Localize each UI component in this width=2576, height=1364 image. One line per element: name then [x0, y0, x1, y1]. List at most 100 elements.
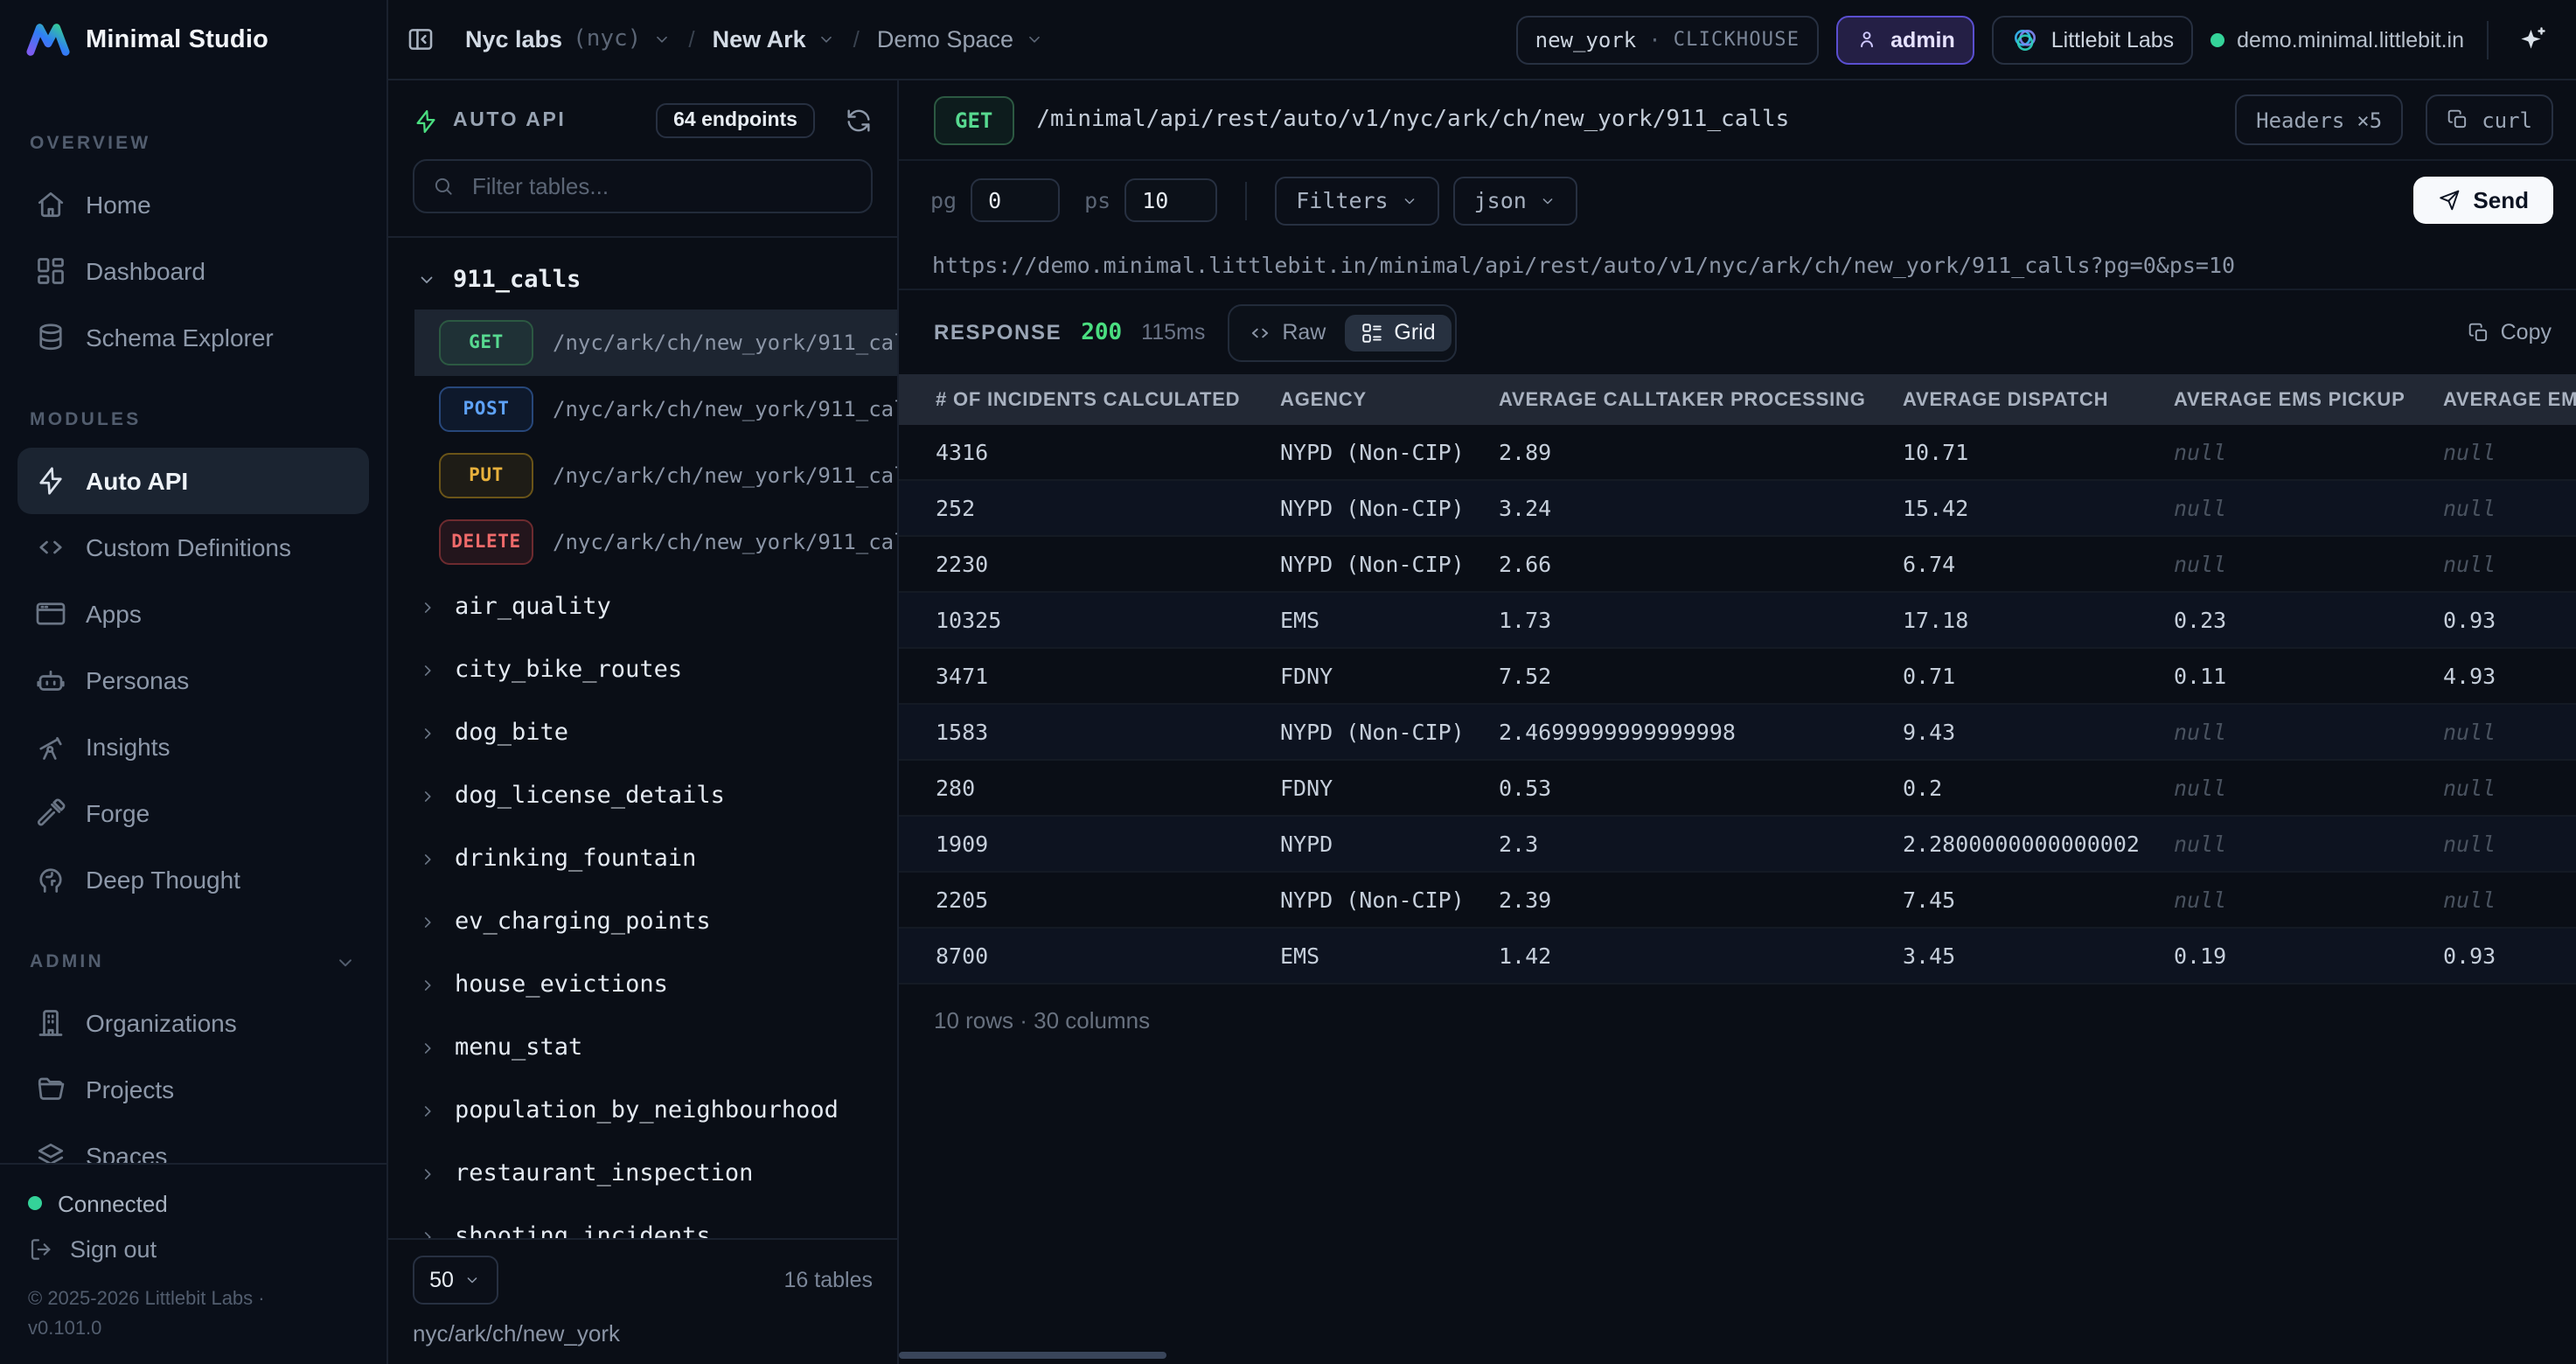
sidebar-item-schema-explorer[interactable]: Schema Explorer	[17, 304, 369, 371]
table-item-restaurant_inspection[interactable]: restaurant_inspection	[388, 1142, 897, 1205]
table-item-dog_bite[interactable]: dog_bite	[388, 701, 897, 764]
sidebar-item-projects[interactable]: Projects	[17, 1056, 369, 1123]
table-item-city_bike_routes[interactable]: city_bike_routes	[388, 638, 897, 701]
format-dropdown[interactable]: json	[1453, 176, 1577, 225]
table-item-drinking_fountain[interactable]: drinking_fountain	[388, 827, 897, 890]
table-item-menu_stat[interactable]: menu_stat	[388, 1016, 897, 1079]
table-item-air_quality[interactable]: air_quality	[388, 575, 897, 638]
sidebar-item-deep-thought[interactable]: Deep Thought	[17, 846, 369, 913]
building-icon	[35, 1007, 66, 1039]
raw-view-tab[interactable]: Raw	[1233, 314, 1341, 351]
table-row: 3471FDNY7.520.710.114.93	[899, 649, 2576, 705]
sidebar-item-forge[interactable]: Forge	[17, 780, 369, 846]
filter-tables-input[interactable]	[469, 171, 853, 201]
home-icon	[35, 189, 66, 220]
breadcrumb-workspace[interactable]: New Ark	[713, 26, 836, 52]
table-cell: 2.39	[1499, 887, 1903, 913]
table-cell: null	[2443, 719, 2576, 745]
table-cell: 4316	[936, 439, 1280, 465]
table-cell: 2.66	[1499, 551, 1903, 577]
sidebar-item-dashboard[interactable]: Dashboard	[17, 238, 369, 304]
topbar-divider	[2487, 20, 2489, 59]
sidebar-item-personas[interactable]: Personas	[17, 647, 369, 713]
page-size-select[interactable]: 50	[413, 1256, 498, 1305]
sidebar-item-custom-definitions[interactable]: Custom Definitions	[17, 514, 369, 581]
table-item-shooting_incidents[interactable]: shooting_incidents	[388, 1205, 897, 1238]
sidebar-item-auto-api[interactable]: Auto API	[17, 448, 369, 514]
table-cell: 0.93	[2443, 943, 2576, 969]
ps-input[interactable]	[1124, 178, 1217, 222]
table-cell: 4.93	[2443, 663, 2576, 689]
org-logo-icon	[2011, 25, 2039, 53]
table-cell: null	[2443, 439, 2576, 465]
copy-response-button[interactable]: Copy	[2468, 320, 2552, 344]
auto-api-title: AUTO API	[453, 110, 566, 131]
table-name: city_bike_routes	[455, 656, 682, 684]
sidebar-item-label: Forge	[86, 799, 150, 827]
status-badge: 200	[1081, 319, 1122, 345]
endpoint-post[interactable]: POST/nyc/ark/ch/new_york/911_calls	[414, 376, 897, 442]
full-url-bar: https://demo.minimal.littlebit.in/minima…	[899, 240, 2576, 290]
method-badge-delete: DELETE	[439, 519, 533, 565]
curl-button[interactable]: curl	[2426, 94, 2553, 145]
table-cell: 280	[936, 775, 1280, 801]
telescope-icon	[35, 731, 66, 762]
table-cell: 2.2800000000000002	[1903, 831, 2174, 857]
org-badge[interactable]: Littlebit Labs	[1992, 15, 2193, 64]
table-cell: null	[2174, 887, 2443, 913]
zap-icon	[413, 108, 439, 134]
pg-input[interactable]	[971, 178, 1060, 222]
table-item-population_by_neighbourhood[interactable]: population_by_neighbourhood	[388, 1079, 897, 1142]
table-cell: null	[2174, 551, 2443, 577]
endpoint-get[interactable]: GET/nyc/ark/ch/new_york/911_calls	[414, 310, 897, 376]
table-cell: null	[2443, 831, 2576, 857]
role-badge[interactable]: admin	[1836, 15, 1974, 64]
table-item-ev_charging_points[interactable]: ev_charging_points	[388, 890, 897, 953]
breadcrumb-project[interactable]: Nyc labs (nyc)	[465, 26, 671, 52]
table-cell: 8700	[936, 943, 1280, 969]
filters-dropdown[interactable]: Filters	[1275, 176, 1438, 225]
logout-icon	[28, 1235, 54, 1262]
endpoint-delete[interactable]: DELETE/nyc/ark/ch/new_york/911_calls	[414, 509, 897, 575]
endpoint-path: /nyc/ark/ch/new_york/911_calls	[553, 463, 897, 488]
section-label-admin[interactable]: ADMIN	[30, 948, 357, 976]
table-cell: null	[2443, 775, 2576, 801]
method-badge-put: PUT	[439, 453, 533, 498]
sidebar-item-insights[interactable]: Insights	[17, 713, 369, 780]
table-item-dog_license_details[interactable]: dog_license_details	[388, 764, 897, 827]
grid-view-tab[interactable]: Grid	[1345, 314, 1451, 351]
chevron-right-icon	[418, 1038, 437, 1057]
column-header: AVERAGE EMS PICKUP	[2174, 389, 2443, 410]
chevron-down-icon	[416, 269, 437, 290]
table-cell: NYPD (Non-CIP)	[1280, 439, 1499, 465]
connected-label: Connected	[58, 1190, 168, 1216]
headers-button[interactable]: Headers ×5	[2235, 94, 2403, 145]
table-cell: null	[2443, 887, 2576, 913]
environment-host: demo.minimal.littlebit.in	[2210, 27, 2464, 52]
api-panel-footer: 50 16 tables nyc/ark/ch/new_york	[388, 1238, 897, 1364]
table-item-house_evictions[interactable]: house_evictions	[388, 953, 897, 1016]
breadcrumb-space[interactable]: Demo Space	[877, 26, 1043, 52]
table-cell: 7.45	[1903, 887, 2174, 913]
chevron-right-icon	[418, 786, 437, 805]
table-name: shooting_incidents	[455, 1222, 711, 1238]
table-row: 10325EMS1.7317.180.230.93	[899, 593, 2576, 649]
sidebar-item-apps[interactable]: Apps	[17, 581, 369, 647]
sidebar-item-organizations[interactable]: Organizations	[17, 990, 369, 1056]
horizontal-scrollbar[interactable]	[899, 1352, 1166, 1359]
ai-assistant-button[interactable]	[2511, 18, 2553, 60]
endpoint-put[interactable]: PUT/nyc/ark/ch/new_york/911_calls	[414, 442, 897, 509]
hammer-icon	[35, 797, 66, 829]
sidebar-item-label: Home	[86, 191, 151, 219]
sidebar-item-home[interactable]: Home	[17, 171, 369, 238]
table-cell: null	[2174, 495, 2443, 521]
table-group-911_calls[interactable]: 911_calls	[388, 255, 897, 304]
response-label: RESPONSE	[934, 320, 1062, 344]
table-cell: 3.24	[1499, 495, 1903, 521]
folder-icon	[35, 1074, 66, 1105]
refresh-icon[interactable]	[845, 107, 873, 135]
send-button[interactable]: Send	[2413, 177, 2553, 224]
sidebar-collapse-button[interactable]	[388, 0, 451, 79]
sign-out-button[interactable]: Sign out	[28, 1224, 359, 1273]
database-badge[interactable]: new_york · CLICKHOUSE	[1516, 15, 1820, 64]
